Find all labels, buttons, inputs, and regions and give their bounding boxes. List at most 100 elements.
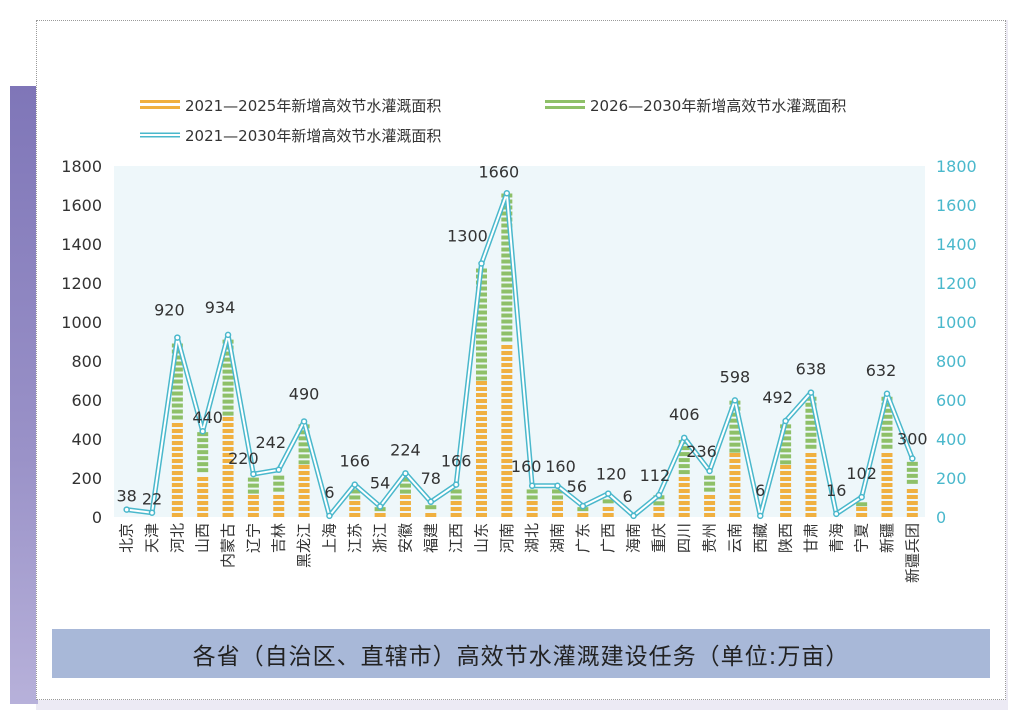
bar-segment-2021-2025 — [780, 465, 792, 517]
line-point — [300, 418, 308, 425]
x-tick-label: 广西 — [599, 523, 617, 553]
bar-segment-2026-2030 — [273, 475, 285, 492]
data-label: 598 — [720, 367, 751, 386]
legend: 2021—2025年新增高效节水灌溉面积 2026—2030年新增高效节水灌溉面… — [140, 97, 846, 145]
line-point — [528, 482, 536, 490]
line-inner — [126, 192, 914, 517]
x-tick-label: 新疆兵团 — [903, 523, 921, 583]
line-point — [655, 491, 663, 499]
bar-stack — [704, 475, 716, 517]
y-left-tick-label: 600 — [71, 391, 102, 410]
line-point — [452, 481, 460, 488]
x-tick-label: 上海 — [320, 523, 338, 553]
bar-stack — [526, 489, 538, 517]
x-tick-label: 西藏 — [751, 523, 769, 553]
data-label: 166 — [441, 452, 472, 471]
line-point — [706, 467, 713, 475]
bar-segment-2021-2025 — [298, 465, 310, 517]
y-left-tick-label: 1800 — [61, 157, 102, 176]
bar-segment-2026-2030 — [906, 461, 918, 484]
y-left-tick-label: 800 — [71, 352, 102, 371]
x-tick-label: 宁夏 — [853, 523, 871, 553]
x-tick-label: 贵州 — [701, 523, 719, 553]
x-tick-label: 新疆 — [878, 523, 896, 553]
y-right-tick-label: 600 — [936, 391, 967, 410]
data-label: 16 — [826, 481, 846, 500]
x-tick-label: 浙江 — [371, 523, 389, 553]
y-axis-left: 0 200 400 600 800 1000 1200 1400 1600 1800 — [61, 157, 102, 527]
bar-stack — [856, 502, 868, 517]
bar-segment-2021-2025 — [856, 507, 868, 517]
line-point — [503, 190, 511, 197]
x-tick-label: 四川 — [675, 523, 693, 553]
y-left-tick-label: 1600 — [61, 196, 102, 215]
bar-segment-2026-2030 — [450, 489, 462, 500]
line-point — [326, 512, 333, 520]
y-right-tick-label: 200 — [936, 469, 967, 488]
bar-series — [171, 193, 918, 517]
bar-segment-2021-2025 — [526, 501, 538, 517]
data-label: 120 — [596, 465, 627, 484]
y-left-tick-label: 1000 — [61, 313, 102, 332]
data-label: 934 — [205, 298, 236, 317]
y-right-tick-label: 1800 — [936, 157, 977, 176]
line-point — [478, 260, 485, 267]
x-tick-label: 湖北 — [523, 523, 541, 553]
bar-segment-2021-2025 — [729, 453, 741, 517]
data-label: 1300 — [447, 227, 488, 246]
data-label: 224 — [390, 440, 421, 459]
bar-stack — [349, 489, 361, 517]
line-point — [224, 331, 232, 339]
x-tick-label: 重庆 — [650, 523, 668, 553]
data-label: 490 — [289, 384, 320, 403]
line-point — [807, 389, 815, 396]
y-right-tick-label: 0 — [936, 508, 946, 527]
line-point — [731, 397, 739, 404]
legend-item-series-2: 2026—2030年新增高效节水灌溉面积 — [545, 97, 846, 115]
line-point — [250, 470, 257, 478]
x-tick-label: 黑龙江 — [295, 523, 313, 568]
data-label: 406 — [669, 405, 700, 424]
x-axis: 北京 天津 河北 山西 内蒙古 辽宁 吉林 黑龙江 上海 江苏 浙江 安徽 福建 江西 山东 河南 湖北 湖南 广东… — [118, 523, 922, 583]
bar-segment-2026-2030 — [247, 477, 259, 494]
bar-segment-2021-2025 — [805, 453, 817, 517]
y-right-tick-label: 1200 — [936, 274, 977, 293]
y-right-tick-label: 400 — [936, 430, 967, 449]
data-label: 160 — [511, 457, 542, 476]
line-point — [554, 482, 561, 490]
line-point — [174, 334, 181, 341]
bar-segment-2021-2025 — [552, 501, 564, 517]
data-label: 6 — [755, 481, 765, 500]
data-label: 1660 — [478, 162, 519, 181]
line-point — [402, 470, 409, 477]
data-label: 166 — [339, 452, 370, 471]
y-right-tick-label: 1000 — [936, 313, 977, 332]
x-tick-label: 山西 — [194, 523, 212, 553]
bar-stack — [906, 461, 918, 517]
line-point — [604, 490, 612, 497]
y-left-tick-label: 400 — [71, 430, 102, 449]
caption-bar: 各省（自治区、直辖市）高效节水灌溉建设任务（单位:万亩） — [52, 629, 990, 678]
line-point — [376, 503, 384, 510]
line-point — [427, 498, 435, 506]
bar-segment-2021-2025 — [349, 501, 361, 517]
bar-segment-2021-2025 — [399, 495, 411, 517]
bar-segment-2021-2025 — [704, 495, 716, 517]
bar-segment-2021-2025 — [906, 489, 918, 517]
data-label: 54 — [370, 473, 390, 492]
line-point — [833, 510, 840, 518]
bar-segment-2021-2025 — [450, 501, 462, 517]
bar-segment-2021-2025 — [247, 495, 259, 517]
x-tick-label: 内蒙古 — [219, 523, 237, 568]
x-tick-label: 天津 — [143, 523, 161, 553]
y-right-tick-label: 800 — [936, 352, 967, 371]
bar-segment-2021-2025 — [222, 417, 234, 517]
line-point — [199, 427, 206, 435]
line-point — [148, 509, 156, 516]
data-label: 920 — [154, 301, 185, 320]
x-tick-label: 江苏 — [346, 523, 364, 553]
x-tick-label: 吉林 — [270, 523, 288, 553]
x-tick-label: 安徽 — [396, 523, 414, 553]
x-tick-label: 陕西 — [777, 523, 795, 553]
